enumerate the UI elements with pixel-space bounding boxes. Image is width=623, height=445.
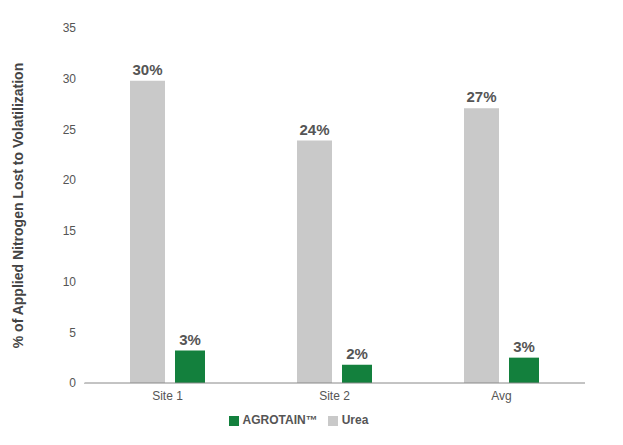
svg-text:Site 2: Site 2	[319, 389, 350, 403]
svg-text:30: 30	[63, 72, 77, 86]
svg-text:30%: 30%	[132, 61, 162, 78]
svg-text:35: 35	[63, 21, 77, 35]
svg-text:10: 10	[63, 275, 77, 289]
svg-text:3%: 3%	[179, 331, 201, 348]
svg-text:2%: 2%	[346, 345, 368, 362]
svg-text:Avg: Avg	[491, 389, 511, 403]
svg-text:Site 1: Site 1	[152, 389, 183, 403]
html-text:Urea: Urea	[341, 413, 369, 427]
svg-text:3%: 3%	[513, 338, 535, 355]
svg-text:20: 20	[63, 173, 77, 187]
svg-text:5: 5	[69, 326, 76, 340]
svg-text:0: 0	[69, 376, 76, 390]
svg-text:25: 25	[63, 123, 77, 137]
svg-text:24%: 24%	[299, 121, 329, 138]
svg-text:27%: 27%	[466, 88, 496, 105]
svg-text:15: 15	[63, 224, 77, 238]
svg-text:% of Applied Nitrogen Lost to: % of Applied Nitrogen Lost to Volatiliza…	[10, 63, 26, 348]
html-text:AGROTAIN™: AGROTAIN™	[242, 413, 318, 427]
